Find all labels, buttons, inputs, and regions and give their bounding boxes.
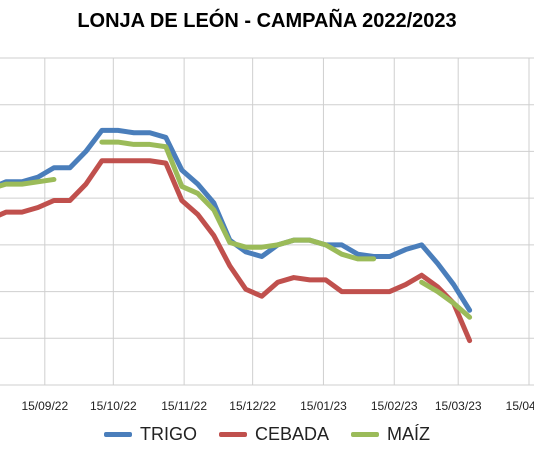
x-tick-label: 15/04/23 xyxy=(506,399,534,413)
legend-item: TRIGO xyxy=(103,424,197,445)
x-tick-label: 15/01/23 xyxy=(300,399,347,413)
gridlines xyxy=(0,57,534,386)
series-line-maíz xyxy=(99,139,377,262)
series-line-trigo xyxy=(0,127,473,313)
legend-label: TRIGO xyxy=(139,424,197,444)
chart-title: LONJA DE LEÓN - CAMPAÑA 2022/2023 xyxy=(77,10,457,32)
series-lines xyxy=(0,127,473,344)
x-tick-labels: 15/08/2215/09/2215/10/2215/11/2215/12/22… xyxy=(21,399,534,413)
x-tick-label: 15/09/22 xyxy=(21,399,68,413)
legend-swatch xyxy=(218,432,247,437)
series-line-maíz xyxy=(419,279,473,320)
x-tick-label: 15/03/23 xyxy=(435,399,482,413)
series-line-cebada xyxy=(0,158,473,344)
x-tick-label: 15/12/22 xyxy=(229,399,276,413)
x-tick-label: 15/11/22 xyxy=(161,399,207,413)
x-tick-label: 15/10/22 xyxy=(90,399,137,413)
legend: TRIGO CEBADA MAÍZ xyxy=(0,424,534,445)
legend-item: MAÍZ xyxy=(351,424,430,445)
x-tick-label: 15/02/23 xyxy=(371,399,418,413)
legend-label: CEBADA xyxy=(254,424,330,444)
legend-label: MAÍZ xyxy=(387,424,431,444)
series-line-maíz xyxy=(0,176,57,189)
legend-swatch xyxy=(103,432,132,437)
legend-swatch xyxy=(351,432,380,437)
legend-item: CEBADA xyxy=(218,424,330,445)
